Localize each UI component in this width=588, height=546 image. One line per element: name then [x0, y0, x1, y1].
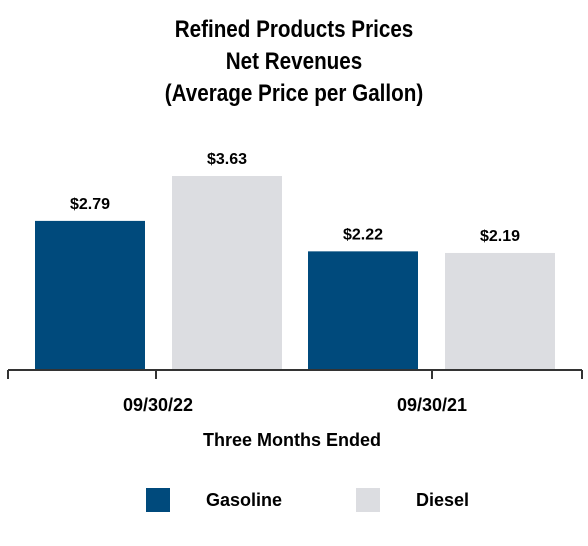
- bar-chart: $2.79 $3.63 $2.22 $2.19 09/30/22 09/30/21 Thre…: [7, 151, 583, 450]
- data-label-gasoline-2: $2.22: [343, 226, 383, 243]
- data-label-diesel-2: $2.19: [480, 228, 520, 245]
- bar-gasoline-1: [35, 220, 145, 370]
- x-axis-title: Three Months Ended: [203, 430, 381, 450]
- legend-item-gasoline: Gasoline: [146, 488, 282, 512]
- chart-title: Refined Products Prices Net Revenues (Av…: [0, 14, 588, 110]
- chart-legend: Gasoline Diesel: [0, 488, 588, 518]
- bar-diesel-2: [445, 252, 555, 370]
- data-label-diesel-1: $3.63: [207, 151, 247, 168]
- legend-item-diesel: Diesel: [356, 488, 469, 512]
- chart-title-line-3: (Average Price per Gallon): [164, 80, 424, 107]
- chart-title-line-2: Net Revenues: [225, 48, 363, 75]
- chart-title-line-1: Refined Products Prices: [174, 16, 414, 43]
- data-label-gasoline-1: $2.79: [70, 196, 110, 213]
- legend-label-gasoline: Gasoline: [206, 489, 283, 510]
- x-tick-label-2: 09/30/21: [397, 395, 467, 415]
- legend-swatch-diesel: [356, 488, 380, 512]
- legend-swatch-gasoline: [146, 488, 170, 512]
- legend-label-diesel: Diesel: [416, 489, 470, 510]
- bar-gasoline-2: [308, 251, 418, 370]
- x-tick-label-1: 09/30/22: [123, 395, 193, 415]
- bar-diesel-1: [172, 176, 282, 370]
